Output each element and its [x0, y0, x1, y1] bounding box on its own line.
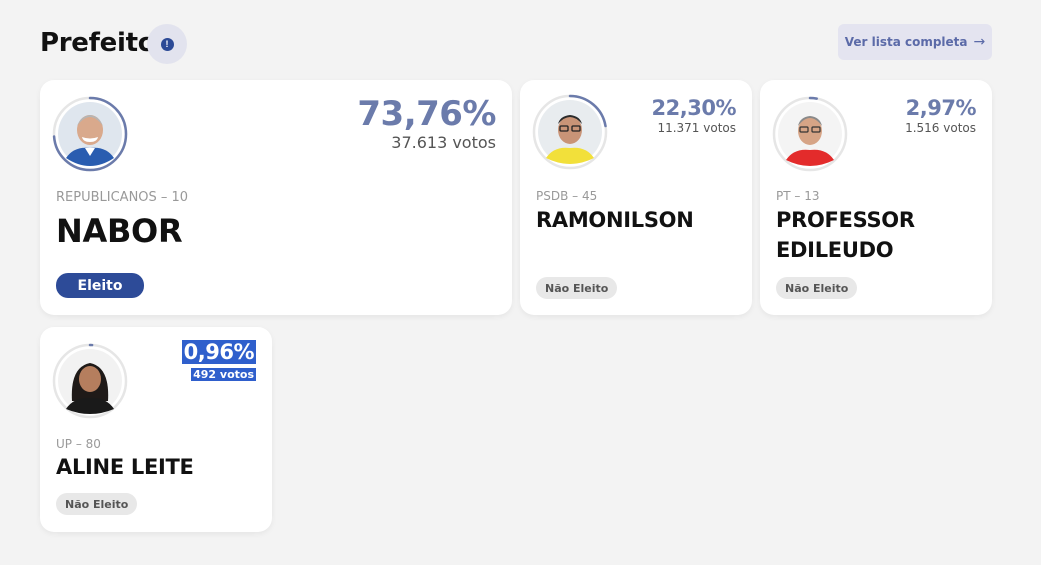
candidate-avatar [52, 343, 128, 419]
candidate-avatar [52, 96, 128, 172]
candidate-name-line-1: PROFESSOR [776, 208, 915, 232]
party-label: PT – 13 [776, 189, 820, 203]
vote-percentage: 0,96% [181, 340, 256, 364]
candidate-name: ALINE LEITE [56, 455, 194, 479]
vote-share-ring [52, 343, 128, 419]
status-badge: Não Eleito [776, 277, 858, 299]
candidate-card-ramonilson[interactable]: 22,30% 11.371 votos PSDB – 45 RAMONILSON… [520, 80, 752, 315]
vote-share-ring [52, 96, 128, 172]
party-label: REPUBLICANOS – 10 [56, 190, 189, 205]
vote-count: 1.516 votos [905, 121, 976, 135]
vote-percentage: 73,76% [357, 94, 496, 134]
vote-count: 37.613 votos [391, 133, 496, 152]
candidate-name: RAMONILSON [536, 208, 694, 232]
view-full-list-label: Ver lista completa [844, 35, 968, 49]
party-label: UP – 80 [56, 437, 101, 451]
view-full-list-button[interactable]: Ver lista completa → [838, 24, 992, 60]
vote-count: 492 votos [191, 368, 256, 381]
page-title: Prefeito [40, 28, 156, 58]
candidate-avatar [772, 96, 848, 172]
vote-count: 11.371 votos [657, 121, 736, 135]
vote-percentage: 2,97% [905, 96, 977, 120]
vote-share-ring [532, 94, 608, 170]
candidate-name-line-2: EDILEUDO [776, 238, 894, 262]
status-badge: Não Eleito [56, 493, 138, 515]
section-header: Prefeito ! Ver lista completa → [40, 24, 992, 64]
candidate-avatar [532, 94, 608, 170]
arrow-right-icon: → [973, 34, 986, 50]
vote-percentage: 22,30% [651, 96, 737, 120]
party-label: PSDB – 45 [536, 189, 598, 203]
info-icon: ! [160, 37, 174, 51]
candidate-card-nabor[interactable]: 73,76% 37.613 votos REPUBLICANOS – 10 NA… [40, 80, 512, 315]
status-badge: Não Eleito [536, 277, 618, 299]
candidate-card-aline-leite[interactable]: 0,96% 492 votos UP – 80 ALINE LEITE Não … [40, 327, 272, 532]
candidate-name: NABOR [56, 212, 183, 250]
candidate-card-professor-edileudo[interactable]: 2,97% 1.516 votos PT – 13 PROFESSOR EDIL… [760, 80, 992, 315]
vote-share-ring [772, 96, 848, 172]
status-badge: Eleito [56, 273, 144, 298]
info-button[interactable]: ! [147, 24, 187, 64]
